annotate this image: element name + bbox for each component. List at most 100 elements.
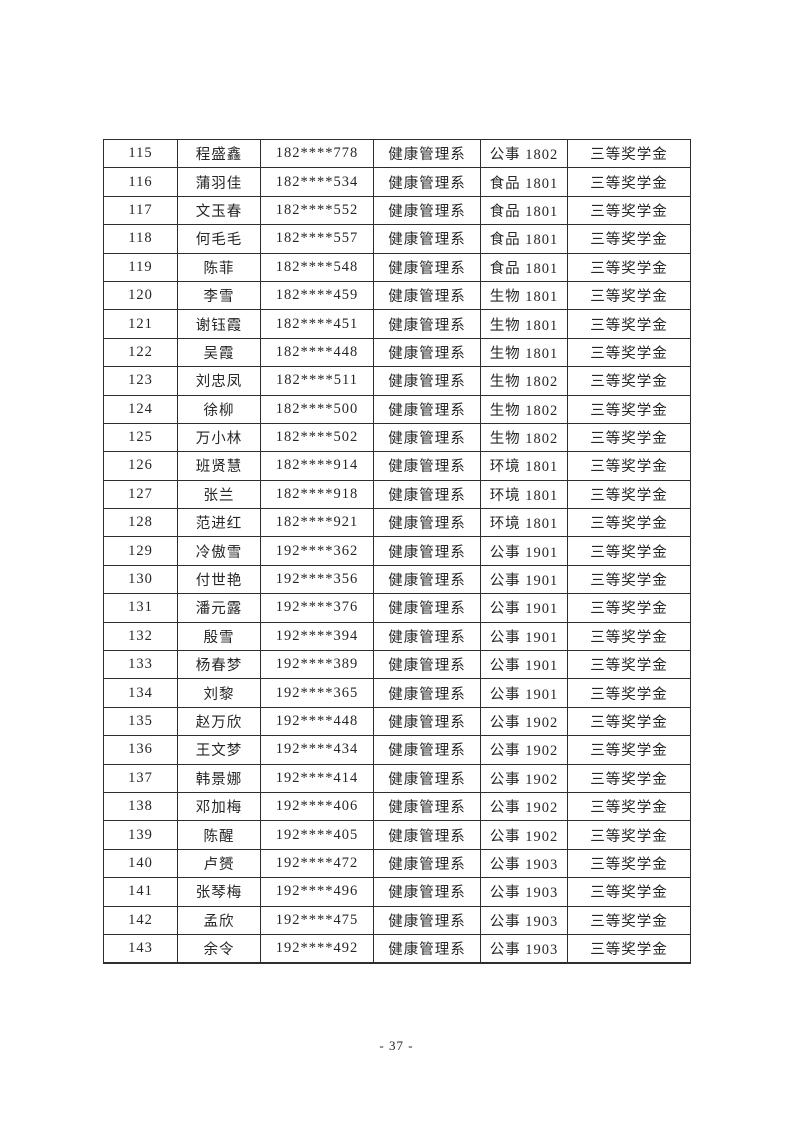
cell-index: 129 (103, 536, 178, 566)
cell-student-name: 孟欣 (177, 905, 261, 935)
cell-phone: 192****475 (260, 905, 374, 935)
cell-index: 128 (103, 508, 178, 538)
cell-student-name: 韩景娜 (177, 763, 261, 793)
cell-department: 健康管理系 (373, 280, 481, 311)
cell-phone: 182****778 (260, 138, 374, 169)
cell-award-level: 三等奖学金 (567, 224, 691, 254)
cell-department: 健康管理系 (373, 508, 481, 538)
cell-award-level: 三等奖学金 (567, 167, 691, 197)
cell-class: 生物 1802 (480, 394, 568, 424)
cell-phone: 182****921 (260, 508, 374, 538)
cell-award-level: 三等奖学金 (567, 394, 691, 424)
cell-index: 121 (103, 309, 178, 339)
table-row: 132 殷雪 192****394 健康管理系 公事 1901 三等奖学金 (103, 621, 691, 652)
cell-class: 公事 1902 (480, 735, 568, 765)
cell-index: 132 (103, 621, 178, 652)
table-row: 142 孟欣 192****475 健康管理系 公事 1903 三等奖学金 (103, 905, 691, 935)
cell-student-name: 陈菲 (177, 252, 261, 282)
cell-class: 食品 1801 (480, 224, 568, 254)
cell-index: 133 (103, 650, 178, 680)
cell-award-level: 三等奖学金 (567, 252, 691, 282)
cell-student-name: 杨春梦 (177, 650, 261, 680)
cell-student-name: 邓加梅 (177, 791, 261, 822)
cell-index: 127 (103, 479, 178, 510)
table-row: 133 杨春梦 192****389 健康管理系 公事 1901 三等奖学金 (103, 650, 691, 680)
table-row: 136 王文梦 192****434 健康管理系 公事 1902 三等奖学金 (103, 735, 691, 765)
cell-index: 131 (103, 593, 178, 623)
cell-index: 142 (103, 905, 178, 935)
cell-class: 公事 1901 (480, 536, 568, 566)
cell-student-name: 殷雪 (177, 621, 261, 652)
cell-class: 公事 1902 (480, 763, 568, 793)
cell-department: 健康管理系 (373, 167, 481, 197)
cell-award-level: 三等奖学金 (567, 933, 691, 964)
cell-phone: 192****362 (260, 536, 374, 566)
cell-student-name: 何毛毛 (177, 224, 261, 254)
cell-phone: 182****534 (260, 167, 374, 197)
cell-department: 健康管理系 (373, 820, 481, 850)
cell-department: 健康管理系 (373, 877, 481, 907)
cell-award-level: 三等奖学金 (567, 479, 691, 510)
cell-award-level: 三等奖学金 (567, 905, 691, 935)
cell-index: 140 (103, 848, 178, 879)
cell-phone: 182****448 (260, 337, 374, 368)
cell-student-name: 谢钰霞 (177, 309, 261, 339)
cell-award-level: 三等奖学金 (567, 678, 691, 708)
cell-department: 健康管理系 (373, 195, 481, 226)
cell-award-level: 三等奖学金 (567, 763, 691, 793)
cell-index: 115 (103, 138, 178, 169)
cell-student-name: 卢赟 (177, 848, 261, 879)
cell-class: 公事 1901 (480, 621, 568, 652)
cell-phone: 192****389 (260, 650, 374, 680)
cell-class: 公事 1903 (480, 848, 568, 879)
cell-student-name: 程盛鑫 (177, 138, 261, 169)
cell-phone: 192****414 (260, 763, 374, 793)
cell-award-level: 三等奖学金 (567, 564, 691, 595)
cell-phone: 182****511 (260, 366, 374, 396)
cell-award-level: 三等奖学金 (567, 735, 691, 765)
cell-award-level: 三等奖学金 (567, 593, 691, 623)
cell-class: 公事 1903 (480, 933, 568, 964)
cell-award-level: 三等奖学金 (567, 280, 691, 311)
cell-phone: 192****448 (260, 706, 374, 737)
cell-class: 生物 1802 (480, 422, 568, 453)
cell-class: 公事 1902 (480, 706, 568, 737)
cell-index: 136 (103, 735, 178, 765)
cell-class: 环境 1801 (480, 451, 568, 481)
cell-department: 健康管理系 (373, 479, 481, 510)
table-row: 116 蒲羽佳 182****534 健康管理系 食品 1801 三等奖学金 (103, 167, 691, 197)
cell-class: 公事 1903 (480, 905, 568, 935)
table-row: 120 李雪 182****459 健康管理系 生物 1801 三等奖学金 (103, 280, 691, 311)
cell-department: 健康管理系 (373, 933, 481, 964)
cell-phone: 192****405 (260, 820, 374, 850)
cell-department: 健康管理系 (373, 536, 481, 566)
cell-department: 健康管理系 (373, 252, 481, 282)
cell-index: 124 (103, 394, 178, 424)
cell-index: 130 (103, 564, 178, 595)
table-row: 128 范进红 182****921 健康管理系 环境 1801 三等奖学金 (103, 508, 691, 538)
cell-class: 环境 1801 (480, 479, 568, 510)
cell-class: 公事 1901 (480, 678, 568, 708)
cell-student-name: 王文梦 (177, 735, 261, 765)
cell-index: 122 (103, 337, 178, 368)
cell-class: 公事 1902 (480, 791, 568, 822)
table-body: 115 程盛鑫 182****778 健康管理系 公事 1802 三等奖学金 1… (103, 138, 691, 964)
cell-index: 135 (103, 706, 178, 737)
cell-award-level: 三等奖学金 (567, 451, 691, 481)
table-row: 129 冷傲雪 192****362 健康管理系 公事 1901 三等奖学金 (103, 536, 691, 566)
table-row: 137 韩景娜 192****414 健康管理系 公事 1902 三等奖学金 (103, 763, 691, 793)
table-row: 124 徐柳 182****500 健康管理系 生物 1802 三等奖学金 (103, 394, 691, 424)
cell-student-name: 张兰 (177, 479, 261, 510)
cell-phone: 182****557 (260, 224, 374, 254)
cell-student-name: 班贤慧 (177, 451, 261, 481)
cell-phone: 182****914 (260, 451, 374, 481)
cell-award-level: 三等奖学金 (567, 337, 691, 368)
cell-phone: 192****472 (260, 848, 374, 879)
cell-department: 健康管理系 (373, 621, 481, 652)
cell-class: 公事 1902 (480, 820, 568, 850)
table-row: 118 何毛毛 182****557 健康管理系 食品 1801 三等奖学金 (103, 224, 691, 254)
table-row: 134 刘黎 192****365 健康管理系 公事 1901 三等奖学金 (103, 678, 691, 708)
cell-award-level: 三等奖学金 (567, 309, 691, 339)
cell-department: 健康管理系 (373, 593, 481, 623)
cell-student-name: 李雪 (177, 280, 261, 311)
